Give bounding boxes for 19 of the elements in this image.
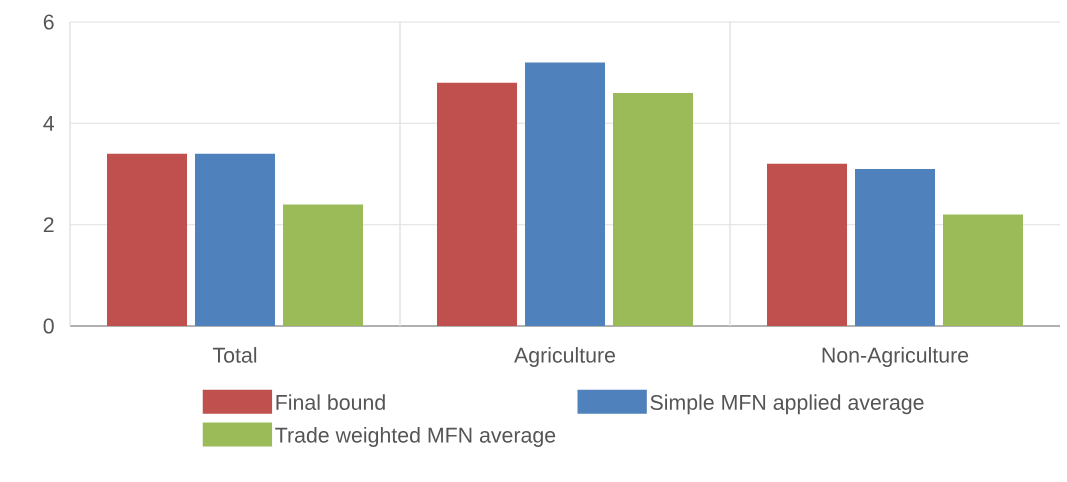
legend-label: Simple MFN applied average xyxy=(650,394,924,415)
bar xyxy=(613,92,694,326)
y-tick-label: 0 xyxy=(43,318,54,334)
bar xyxy=(767,163,848,326)
bar xyxy=(195,153,275,326)
x-tick-label: Non-Agriculture xyxy=(822,347,969,367)
x-tick-label: Total xyxy=(212,347,257,363)
bar xyxy=(525,62,606,326)
bar xyxy=(437,82,517,326)
bar xyxy=(855,168,936,326)
legend-label: Trade weighted MFN average xyxy=(275,427,556,447)
bar xyxy=(107,153,187,326)
bar xyxy=(283,204,364,326)
y-tick-label: 6 xyxy=(43,14,54,30)
legend-label: Final bound xyxy=(276,394,385,410)
y-tick-label: 2 xyxy=(43,217,54,233)
bar xyxy=(943,214,1024,326)
x-tick-label: Agriculture xyxy=(514,347,616,367)
y-tick-label: 4 xyxy=(43,116,54,131)
